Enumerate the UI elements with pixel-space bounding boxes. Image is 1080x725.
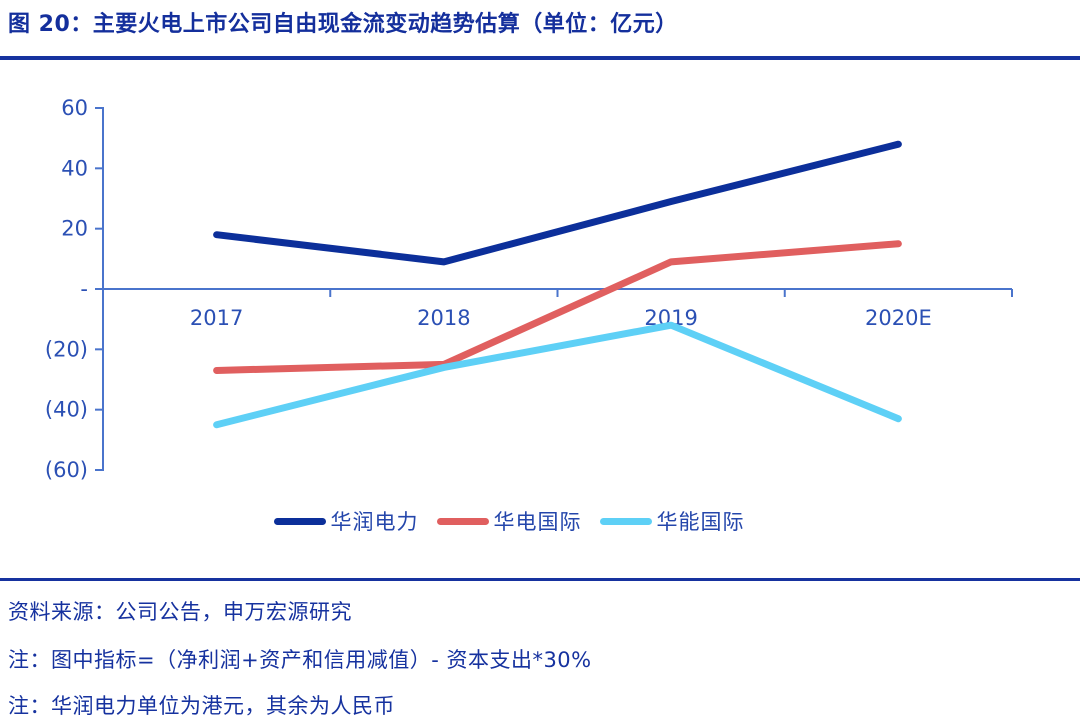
y-axis-tick-label: (20) — [45, 337, 88, 361]
figure-title: 图 20：主要火电上市公司自由现金流变动趋势估算（单位：亿元） — [8, 12, 678, 37]
y-axis-tick-label: 20 — [61, 217, 88, 241]
y-axis-tick-label: (40) — [45, 398, 88, 422]
series-line-2 — [213, 321, 902, 429]
chart-legend: 华润电力 华电国际 华能国际 — [0, 506, 1080, 536]
x-axis-category-label: 2018 — [417, 306, 470, 330]
footer-divider-rule — [0, 578, 1080, 581]
title-divider-rule — [0, 56, 1080, 60]
series-line-1 — [213, 240, 902, 374]
series-line-0 — [213, 140, 902, 266]
y-axis-tick-label: 60 — [61, 96, 88, 120]
legend-swatch-icon — [436, 517, 489, 525]
source-note: 资料来源：公司公告，申万宏源研究 — [8, 600, 352, 624]
legend-swatch-icon — [273, 517, 326, 525]
legend-item-1: 华电国际 — [436, 506, 582, 536]
legend-label: 华能国际 — [656, 510, 745, 534]
indicator-note: 注：图中指标=（净利润+资产和信用减值）- 资本支出*30% — [8, 648, 592, 672]
x-axis-category-label: 2017 — [190, 306, 243, 330]
currency-note: 注：华润电力单位为港元，其余为人民币 — [8, 694, 395, 718]
y-axis-tick-label: - — [80, 277, 88, 301]
x-axis-category-label: 2020E — [865, 306, 932, 330]
legend-item-0: 华润电力 — [273, 506, 419, 536]
y-axis-tick-label: (60) — [45, 458, 88, 482]
legend-label: 华电国际 — [493, 510, 582, 534]
legend-item-2: 华能国际 — [599, 506, 745, 536]
legend-swatch-icon — [599, 517, 652, 525]
legend-label: 华润电力 — [330, 510, 419, 534]
y-axis-tick-label: 40 — [61, 156, 88, 180]
